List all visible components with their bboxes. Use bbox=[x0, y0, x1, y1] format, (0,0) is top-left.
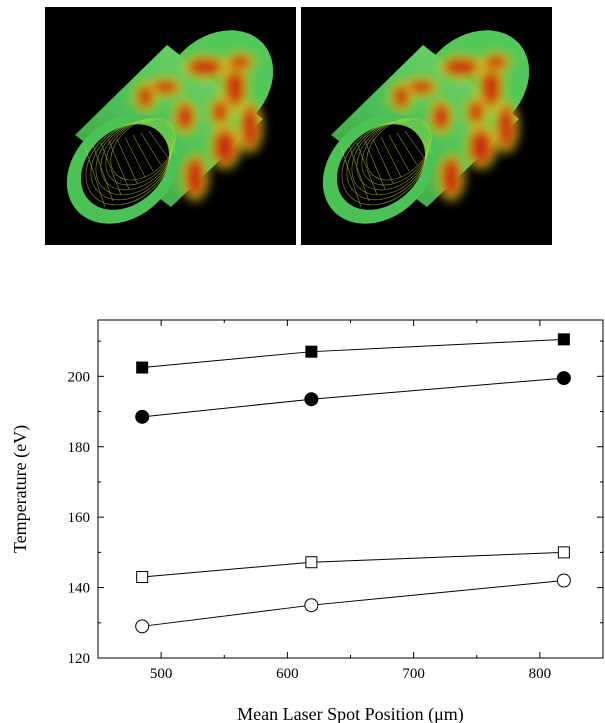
series-3 bbox=[135, 573, 571, 634]
series-1 bbox=[135, 371, 571, 424]
data-point-circle bbox=[135, 619, 150, 634]
cylinder-render-left bbox=[45, 7, 296, 245]
mesh-grid bbox=[340, 117, 434, 208]
data-point-square bbox=[305, 345, 318, 358]
mesh-grid bbox=[84, 117, 178, 208]
x-tick-label: 500 bbox=[150, 666, 173, 682]
series-2 bbox=[136, 546, 570, 584]
y-tick-label: 120 bbox=[68, 651, 91, 667]
series-line bbox=[142, 580, 564, 627]
data-point-circle bbox=[304, 392, 319, 407]
data-point-circle bbox=[135, 409, 150, 424]
series-0 bbox=[136, 333, 570, 374]
y-tick-label: 180 bbox=[68, 440, 91, 456]
x-tick-label: 800 bbox=[529, 666, 552, 682]
data-point-square bbox=[136, 571, 149, 584]
plot-frame bbox=[97, 319, 604, 659]
x-axis-title: Mean Laser Spot Position (μm) bbox=[237, 704, 464, 723]
series-line bbox=[142, 551, 564, 578]
y-axis-ticks: 120 140 160 180 200 bbox=[68, 340, 603, 667]
plot-border bbox=[97, 319, 604, 659]
series-line bbox=[142, 377, 564, 418]
data-point-circle bbox=[304, 598, 319, 613]
y-tick-label: 160 bbox=[68, 510, 91, 526]
data-point-square bbox=[557, 546, 570, 559]
cylinder-render-right-svg bbox=[322, 30, 530, 224]
temperature-hotspots bbox=[133, 51, 263, 201]
data-point-square bbox=[305, 556, 318, 569]
temperature-hotspots bbox=[389, 51, 519, 201]
series-layer bbox=[135, 333, 571, 634]
series-line bbox=[142, 338, 564, 369]
x-axis-ticks: 500 600 700 800 bbox=[97, 320, 604, 682]
y-axis-title: Temperature (eV) bbox=[10, 425, 31, 553]
cylinder-opening bbox=[336, 124, 426, 210]
data-point-circle bbox=[556, 371, 571, 386]
data-point-square bbox=[136, 361, 149, 374]
cylinder-opening bbox=[80, 124, 170, 210]
x-tick-label: 600 bbox=[276, 666, 299, 682]
y-tick-label: 200 bbox=[68, 369, 91, 385]
x-tick-label: 700 bbox=[402, 666, 425, 682]
data-point-circle bbox=[556, 573, 571, 588]
cylinder-render-right bbox=[301, 7, 552, 245]
y-tick-label: 140 bbox=[68, 581, 91, 597]
data-point-square bbox=[557, 333, 570, 346]
temperature-chart: 500 600 700 800 120 140 160 180 200 Mean Laser … bbox=[10, 319, 604, 723]
cylinder-render-left-svg bbox=[66, 30, 274, 224]
